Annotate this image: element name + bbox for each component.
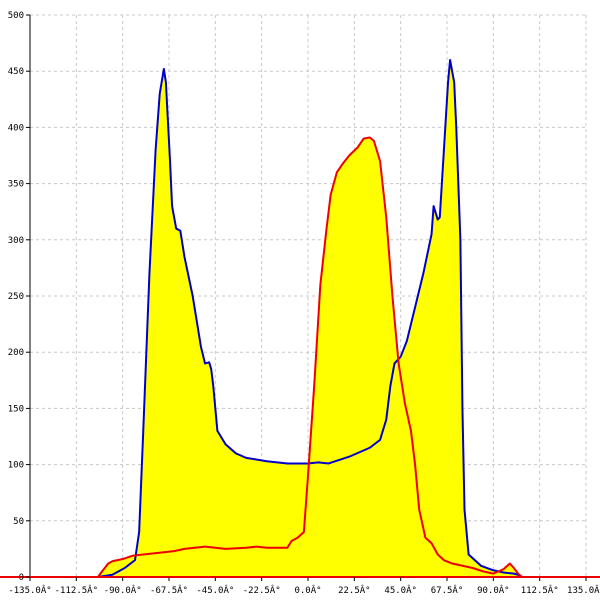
x-tick-label: 135.0Â° xyxy=(567,584,600,596)
series-lines xyxy=(97,58,523,578)
x-tick-label: 0.0Â° xyxy=(294,584,321,596)
y-tick-label: 300 xyxy=(8,236,24,246)
x-tick-label: -112.5Â° xyxy=(55,584,98,596)
x-tick-label: 90.0Â° xyxy=(477,584,510,596)
x-tick-label: -22.5Â° xyxy=(243,584,281,596)
area-fills xyxy=(97,59,523,578)
y-tick-label: 400 xyxy=(8,123,24,133)
y-tick-label: 0 xyxy=(19,573,24,583)
x-tick-labels: -135.0Â° -112.5Â° -90.0Â° -67.5Â° -45.0Â° -22… xyxy=(8,584,600,596)
y-tick-label: 150 xyxy=(8,404,24,414)
x-tick-label: -45.0Â° xyxy=(196,584,234,596)
y-tick-label: 50 xyxy=(13,517,24,527)
y-tick-label: 350 xyxy=(8,180,24,190)
x-tick-label: -90.0Â° xyxy=(104,584,142,596)
y-tick-label: 250 xyxy=(8,292,24,302)
y-tick-label: 500 xyxy=(8,11,24,21)
series-1-area xyxy=(97,59,523,577)
x-tick-label: -67.5Â° xyxy=(150,584,188,596)
series-2-line xyxy=(97,136,523,578)
y-tick-label: 450 xyxy=(8,67,24,77)
y-tick-label: 100 xyxy=(8,461,24,471)
x-tick-label: 112.5Â° xyxy=(521,584,559,596)
x-tick-label: 22.5Â° xyxy=(338,584,371,596)
y-tick-labels: 0 50 100 150 200 250 300 350 400 450 500 xyxy=(8,11,24,583)
y-tick-label: 200 xyxy=(8,348,24,358)
series-2-area xyxy=(97,137,523,578)
axes xyxy=(0,14,600,581)
x-tick-label: -135.0Â° xyxy=(8,584,51,596)
series-1-line xyxy=(97,58,523,578)
x-tick-label: 67.5Â° xyxy=(431,584,464,596)
x-tick-label: 45.0Â° xyxy=(384,584,417,596)
